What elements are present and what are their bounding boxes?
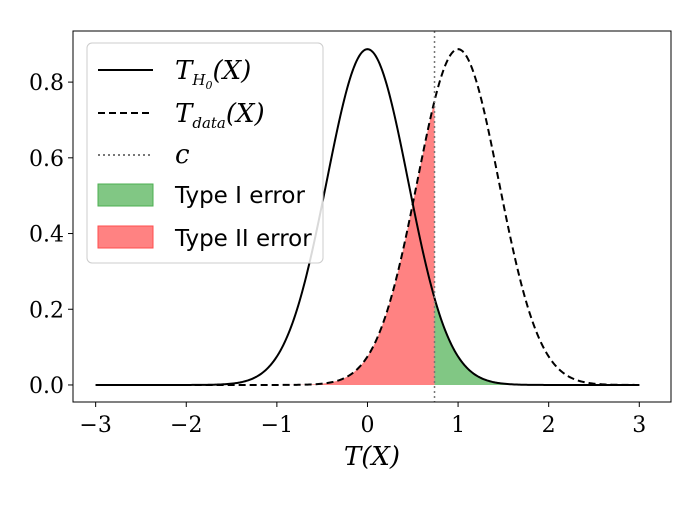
axes: −3 −2 −1 0 1 2 3 0.0 0.2 0.4 0.6 0.8 T(X) <box>29 30 672 472</box>
y-tick-label: 0.0 <box>29 374 64 399</box>
x-axis-label: T(X) <box>344 442 400 472</box>
legend-box <box>86 42 324 264</box>
legend-type1-label: Type I error <box>174 183 305 209</box>
y-tick-label: 0.6 <box>29 147 64 172</box>
x-tick-label: 1 <box>451 413 465 438</box>
legend-c-label: c <box>175 140 190 170</box>
legend-h0-label: TH0(X) <box>175 56 251 92</box>
legend-data-label: Tdata(X) <box>175 99 265 132</box>
y-tick-label: 0.8 <box>29 71 64 96</box>
x-tick-label: 2 <box>542 413 556 438</box>
plot-frame <box>72 30 672 403</box>
legend-type2-swatch <box>97 225 154 249</box>
x-tick-label: −1 <box>261 413 293 438</box>
legend: TH0(X) Tdata(X) c Type I error Type II e… <box>86 42 324 264</box>
y-tick-label: 0.2 <box>29 298 64 323</box>
x-tick-label: 3 <box>632 413 646 438</box>
data-curve <box>95 48 640 386</box>
legend-type1-swatch <box>97 183 154 207</box>
x-tick-label: −3 <box>79 413 111 438</box>
y-tick-label: 0.4 <box>29 223 64 248</box>
type-i-error-region <box>434 298 640 385</box>
legend-type2-label: Type II error <box>174 226 312 252</box>
x-tick-label: 0 <box>360 413 374 438</box>
series-lines <box>95 31 640 402</box>
error-regions <box>95 100 640 385</box>
x-tick-label: −2 <box>170 413 202 438</box>
type-ii-error-region <box>95 100 435 385</box>
